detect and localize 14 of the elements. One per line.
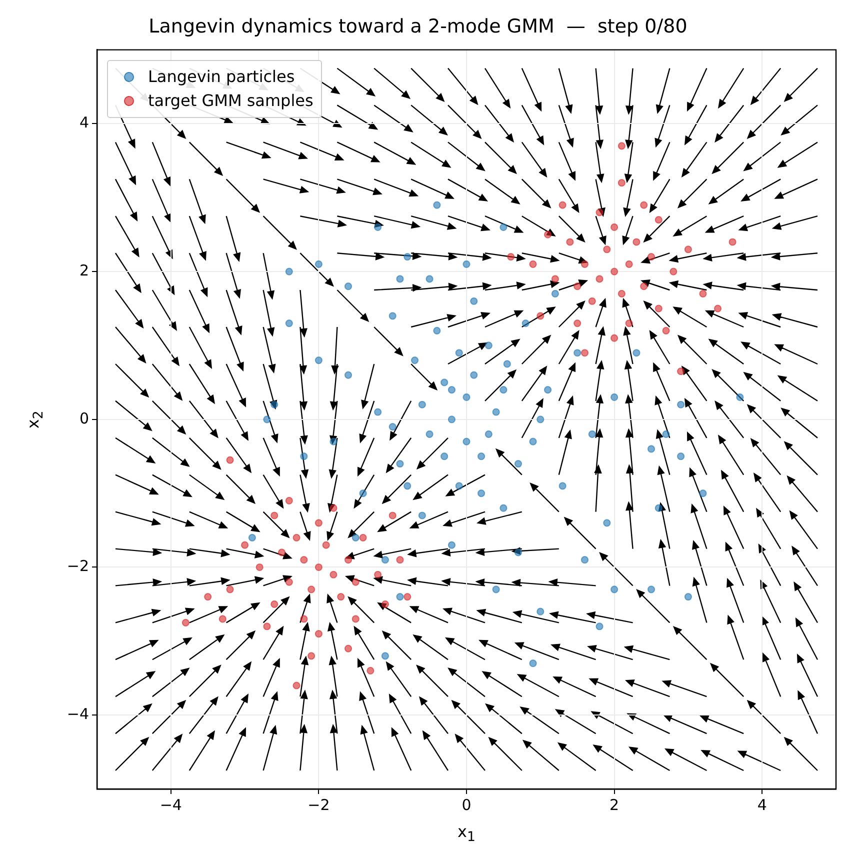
- x-tick-label: 0: [462, 796, 472, 814]
- x-axis-title: x$_{1}$: [458, 822, 476, 846]
- y-tick-label: 4: [79, 114, 89, 132]
- chart-title: Langevin dynamics toward a 2-mode GMM — step 0/80: [148, 15, 688, 38]
- legend-label: target GMM samples: [148, 90, 314, 112]
- y-tick-label: 0: [79, 409, 89, 428]
- y-tick-label: −4: [66, 704, 89, 723]
- x-tick-label: 4: [757, 796, 767, 814]
- y-tick-label: 2: [79, 261, 89, 280]
- legend-label: Langevin particles: [148, 66, 295, 88]
- x-tick-label: −4: [160, 796, 182, 814]
- y-tick-label: −2: [66, 557, 89, 576]
- x-tick-label: −2: [308, 796, 330, 814]
- x-tick-label: 2: [610, 796, 620, 814]
